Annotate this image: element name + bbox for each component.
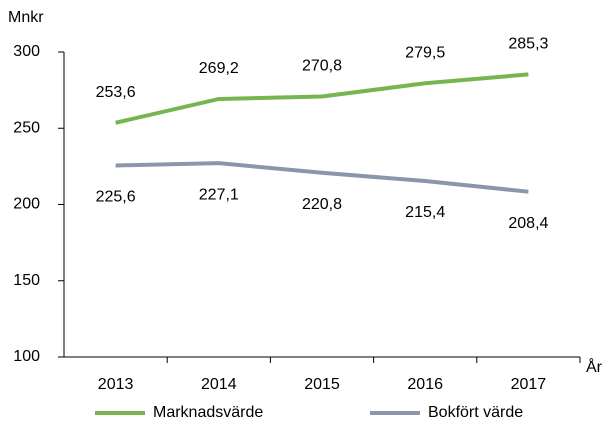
y-tick-label: 300 <box>13 43 40 60</box>
data-label: 270,8 <box>302 58 342 75</box>
series-line <box>115 72 529 125</box>
data-label: 208,4 <box>508 215 548 232</box>
y-tick-label: 250 <box>13 119 40 136</box>
legend-label: Marknadsvärde <box>153 404 263 421</box>
data-label: 227,1 <box>199 186 239 203</box>
data-label: 285,3 <box>508 36 548 53</box>
data-label: 220,8 <box>302 196 342 213</box>
series-line <box>115 161 529 194</box>
legend-label: Bokfört värde <box>428 404 523 421</box>
data-label: 253,6 <box>96 84 136 101</box>
x-axis-label: År <box>586 357 603 376</box>
y-tick-label: 100 <box>13 348 40 365</box>
x-tick-label: 2014 <box>201 376 237 393</box>
x-tick-label: 2017 <box>511 376 547 393</box>
y-tick-label: 150 <box>13 272 40 289</box>
data-label: 279,5 <box>405 44 445 61</box>
data-label: 215,4 <box>405 204 445 221</box>
data-label: 269,2 <box>199 60 239 77</box>
x-tick-label: 2013 <box>98 376 134 393</box>
y-axis-label: Mnkr <box>8 9 44 26</box>
x-tick-label: 2015 <box>304 376 340 393</box>
data-label: 225,6 <box>96 189 136 206</box>
x-tick-label: 2016 <box>407 376 443 393</box>
y-tick-label: 200 <box>13 196 40 213</box>
